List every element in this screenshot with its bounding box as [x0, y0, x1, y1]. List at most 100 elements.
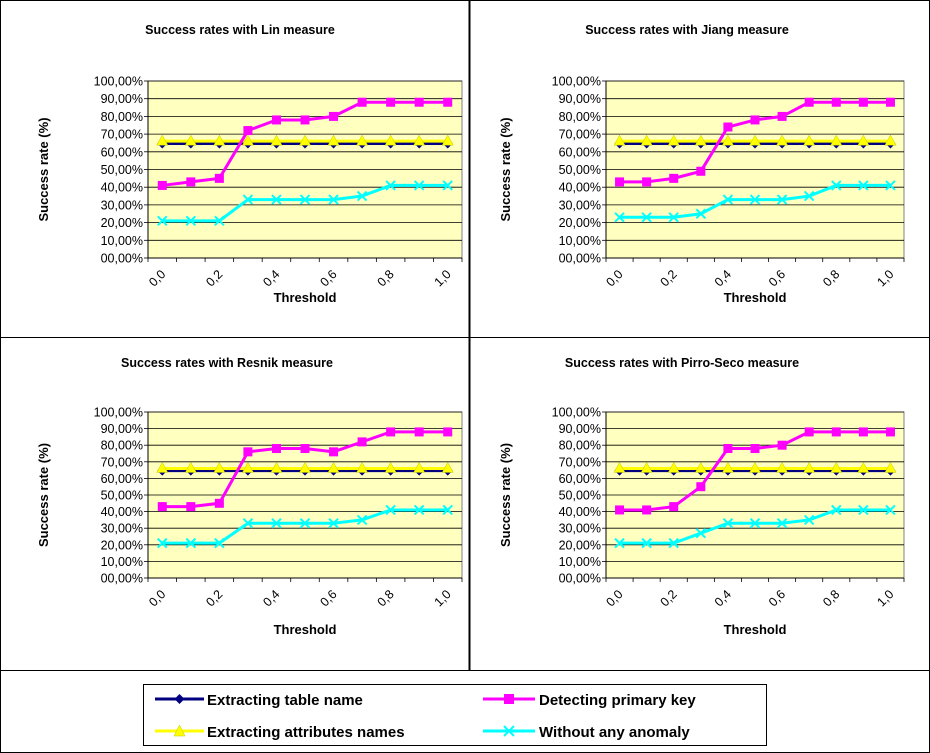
y-axis-title: Success rate (%): [498, 443, 513, 547]
data-point: [640, 134, 653, 146]
data-point: [328, 194, 339, 205]
data-point: [441, 461, 454, 473]
data-point: [776, 134, 789, 146]
y-tick-label: 20,00%: [101, 216, 143, 230]
data-point: [642, 177, 652, 187]
y-tick-label: 10,00%: [101, 555, 143, 569]
data-point: [884, 134, 897, 146]
series-attributes: [156, 134, 454, 146]
y-tick-label: 20,00%: [559, 216, 601, 230]
y-tick-label: 80,00%: [101, 439, 143, 453]
series-no-anomaly: [614, 504, 896, 549]
chart-pirro-seco: Success rates with Pirro-Seco measure 00,…: [498, 356, 905, 637]
y-tick-label: 50,00%: [559, 489, 601, 503]
x-tick-label: 0,4: [260, 267, 282, 289]
data-point: [803, 514, 815, 526]
data-point: [156, 461, 169, 473]
data-point: [156, 134, 169, 146]
x-axis-title: Threshold: [274, 290, 337, 305]
data-point: [384, 461, 397, 473]
series-primary-key: [157, 427, 453, 512]
series-primary-key: [615, 427, 895, 515]
data-point: [386, 427, 396, 437]
data-point: [413, 134, 426, 146]
data-point: [414, 427, 424, 437]
data-point: [642, 505, 652, 515]
data-point: [356, 514, 368, 526]
data-point: [299, 518, 311, 529]
data-point: [858, 504, 869, 516]
data-point: [777, 440, 787, 450]
y-tick-label: 10,00%: [101, 234, 143, 248]
data-point: [696, 482, 706, 492]
y-tick-label: 10,00%: [559, 555, 601, 569]
x-tick-label: 0,6: [317, 587, 339, 609]
data-point: [831, 427, 841, 437]
data-point: [858, 180, 869, 191]
data-point: [299, 194, 311, 205]
data-point: [327, 461, 340, 473]
data-point: [885, 97, 895, 107]
data-point: [414, 97, 424, 107]
data-point: [185, 215, 197, 227]
y-tick-label: 60,00%: [559, 472, 601, 486]
x-tick-label: 0,8: [375, 587, 397, 609]
x-tick-label: 0,0: [603, 267, 625, 289]
series-no-anomaly: [157, 180, 453, 227]
y-tick-label: 30,00%: [101, 198, 143, 212]
x-tick-label: 1,0: [874, 587, 896, 609]
data-point: [776, 518, 788, 529]
x-axis-title: Threshold: [724, 290, 787, 305]
x-tick-label: 0,4: [712, 267, 734, 289]
data-point: [857, 134, 870, 146]
x-tick-label: 0,4: [260, 587, 282, 609]
y-tick-label: 40,00%: [101, 505, 143, 519]
data-point: [613, 134, 626, 146]
data-point: [157, 537, 168, 549]
series-attributes: [156, 461, 454, 473]
y-tick-label: 90,00%: [559, 92, 601, 106]
data-point: [443, 427, 453, 437]
data-point: [214, 498, 224, 508]
data-point: [413, 504, 425, 516]
x-tick-label: 0,2: [658, 267, 680, 289]
data-point: [385, 504, 396, 516]
data-point: [213, 134, 226, 146]
data-point: [185, 537, 197, 549]
data-point: [831, 504, 842, 516]
data-point: [186, 177, 196, 187]
data-point: [386, 97, 396, 107]
data-point: [271, 115, 281, 125]
chart-title: Success rates with Jiang measure: [585, 23, 789, 37]
x-axis-title: Threshold: [274, 622, 337, 637]
series-primary-key: [615, 97, 895, 187]
data-point: [749, 461, 761, 473]
data-point: [803, 461, 816, 473]
y-tick-label: 00,00%: [101, 252, 143, 266]
data-point: [271, 194, 282, 205]
data-point: [695, 527, 707, 539]
y-tick-label: 30,00%: [559, 198, 601, 212]
data-point: [830, 134, 843, 146]
data-point: [271, 444, 281, 454]
series-no-anomaly: [614, 180, 896, 223]
series-primary-key: [157, 97, 453, 190]
data-point: [184, 134, 197, 146]
data-point: [241, 134, 254, 146]
y-tick-label: 20,00%: [101, 538, 143, 552]
data-point: [777, 111, 787, 121]
y-tick-label: 10,00%: [559, 234, 601, 248]
y-tick-label: 00,00%: [101, 572, 143, 586]
data-point: [356, 134, 369, 146]
data-point: [695, 208, 707, 219]
data-point: [723, 122, 733, 132]
y-tick-label: 60,00%: [559, 145, 601, 159]
y-tick-label: 90,00%: [101, 92, 143, 106]
data-point: [357, 97, 367, 107]
data-point: [885, 180, 896, 191]
chart-title: Success rates with Resnik measure: [121, 356, 333, 370]
y-tick-label: 70,00%: [559, 455, 601, 469]
data-point: [669, 173, 679, 183]
y-tick-label: 50,00%: [101, 163, 143, 177]
data-point: [329, 447, 339, 457]
